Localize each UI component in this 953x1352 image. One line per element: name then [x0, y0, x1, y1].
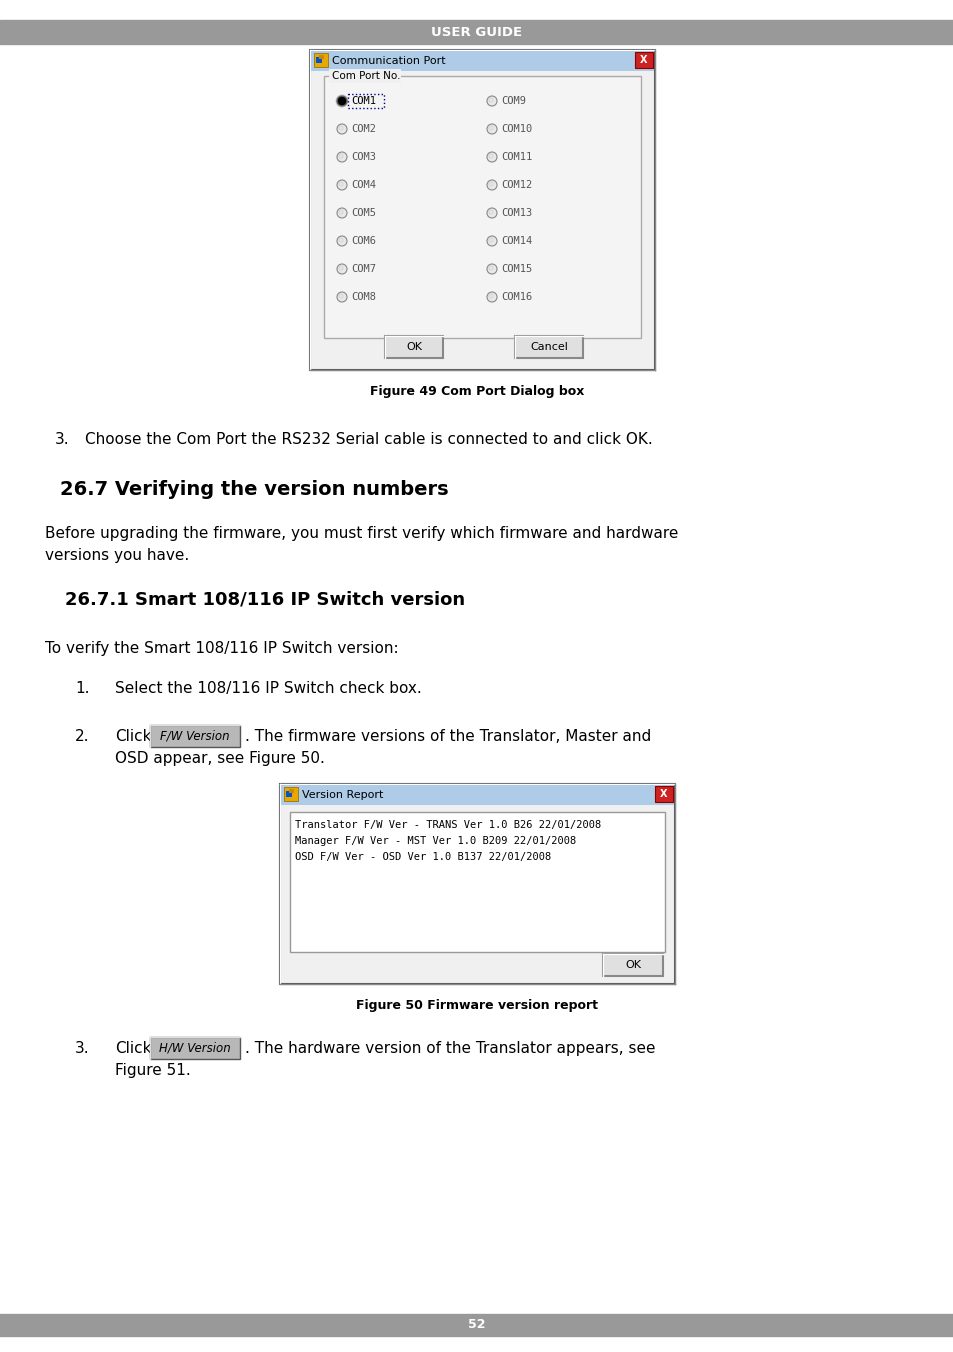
- Bar: [385, 337, 442, 358]
- Text: 2.: 2.: [75, 729, 90, 744]
- Text: COM10: COM10: [500, 124, 532, 134]
- Text: Before upgrading the firmware, you must first verify which firmware and hardware: Before upgrading the firmware, you must …: [45, 526, 678, 541]
- Text: X: X: [659, 790, 667, 799]
- Text: OK: OK: [406, 342, 421, 352]
- Text: Cancel: Cancel: [530, 342, 567, 352]
- Circle shape: [486, 208, 497, 218]
- Bar: [150, 725, 240, 748]
- Bar: [311, 51, 654, 72]
- Bar: [315, 57, 322, 64]
- Text: COM11: COM11: [500, 151, 532, 162]
- Text: To verify the Smart 108/116 IP Switch version:: To verify the Smart 108/116 IP Switch ve…: [45, 641, 398, 656]
- Bar: [0, 20, 953, 45]
- Bar: [286, 791, 292, 796]
- Text: versions you have.: versions you have.: [45, 548, 189, 562]
- Circle shape: [336, 180, 347, 191]
- Text: 52: 52: [468, 1318, 485, 1332]
- Text: COM7: COM7: [351, 264, 375, 274]
- Bar: [314, 53, 328, 68]
- Text: COM8: COM8: [351, 292, 375, 301]
- Text: 26.7.1 Smart 108/116 IP Switch version: 26.7.1 Smart 108/116 IP Switch version: [65, 591, 465, 608]
- Circle shape: [336, 208, 347, 218]
- Text: COM5: COM5: [351, 208, 375, 218]
- Text: H/W Version: H/W Version: [159, 1041, 231, 1055]
- Circle shape: [486, 180, 497, 191]
- Text: Choose the Com Port the RS232 Serial cable is connected to and click OK.: Choose the Com Port the RS232 Serial cab…: [85, 433, 652, 448]
- Text: . The firmware versions of the Translator, Master and: . The firmware versions of the Translato…: [245, 729, 651, 744]
- Bar: [150, 1037, 240, 1059]
- Text: Com Port No.: Com Port No.: [332, 72, 400, 81]
- Bar: [348, 95, 384, 108]
- Text: OSD F/W Ver - OSD Ver 1.0 B137 22/01/2008: OSD F/W Ver - OSD Ver 1.0 B137 22/01/200…: [294, 852, 551, 863]
- Text: F/W Version: F/W Version: [160, 730, 230, 742]
- Bar: [318, 55, 324, 59]
- Bar: [602, 955, 662, 976]
- Text: OSD appear, see Figure 50.: OSD appear, see Figure 50.: [115, 750, 325, 767]
- Bar: [310, 50, 655, 370]
- Text: Figure 49 Com Port Dialog box: Figure 49 Com Port Dialog box: [370, 385, 583, 399]
- Text: COM13: COM13: [500, 208, 532, 218]
- Bar: [289, 790, 294, 794]
- Text: USER GUIDE: USER GUIDE: [431, 26, 522, 38]
- Text: COM1: COM1: [351, 96, 375, 105]
- Text: 3.: 3.: [55, 433, 70, 448]
- Text: Click: Click: [115, 729, 152, 744]
- Bar: [324, 76, 640, 338]
- Text: Figure 50 Firmware version report: Figure 50 Firmware version report: [355, 999, 598, 1013]
- Text: . The hardware version of the Translator appears, see: . The hardware version of the Translator…: [245, 1041, 655, 1056]
- Circle shape: [336, 264, 347, 274]
- Text: 3.: 3.: [75, 1041, 90, 1056]
- Circle shape: [486, 124, 497, 134]
- Text: COM15: COM15: [500, 264, 532, 274]
- Circle shape: [336, 96, 347, 105]
- Bar: [280, 784, 675, 984]
- Text: Select the 108/116 IP Switch check box.: Select the 108/116 IP Switch check box.: [115, 681, 421, 696]
- Text: Figure 51.: Figure 51.: [115, 1063, 191, 1078]
- Circle shape: [486, 96, 497, 105]
- Text: COM4: COM4: [351, 180, 375, 191]
- Bar: [284, 787, 297, 800]
- Circle shape: [336, 237, 347, 246]
- Bar: [655, 786, 672, 802]
- Text: COM2: COM2: [351, 124, 375, 134]
- Text: 26.7 Verifying the version numbers: 26.7 Verifying the version numbers: [60, 480, 448, 499]
- Text: Version Report: Version Report: [302, 790, 383, 800]
- Text: OK: OK: [624, 960, 640, 969]
- Text: COM16: COM16: [500, 292, 532, 301]
- Text: 1.: 1.: [75, 681, 90, 696]
- Bar: [329, 69, 400, 82]
- Circle shape: [486, 237, 497, 246]
- Bar: [0, 1314, 953, 1336]
- Text: Communication Port: Communication Port: [332, 55, 445, 66]
- Text: COM6: COM6: [351, 237, 375, 246]
- Text: COM14: COM14: [500, 237, 532, 246]
- Circle shape: [486, 264, 497, 274]
- Circle shape: [336, 292, 347, 301]
- Circle shape: [486, 292, 497, 301]
- Text: COM12: COM12: [500, 180, 532, 191]
- Bar: [635, 51, 652, 68]
- Text: Manager F/W Ver - MST Ver 1.0 B209 22/01/2008: Manager F/W Ver - MST Ver 1.0 B209 22/01…: [294, 836, 576, 846]
- Circle shape: [486, 151, 497, 162]
- Text: Translator F/W Ver - TRANS Ver 1.0 B26 22/01/2008: Translator F/W Ver - TRANS Ver 1.0 B26 2…: [294, 821, 600, 830]
- Circle shape: [336, 124, 347, 134]
- Bar: [290, 813, 664, 952]
- Circle shape: [336, 151, 347, 162]
- Bar: [281, 786, 673, 804]
- Text: COM9: COM9: [500, 96, 525, 105]
- Bar: [515, 337, 582, 358]
- Text: COM3: COM3: [351, 151, 375, 162]
- Text: X: X: [639, 55, 647, 65]
- Text: Click: Click: [115, 1041, 152, 1056]
